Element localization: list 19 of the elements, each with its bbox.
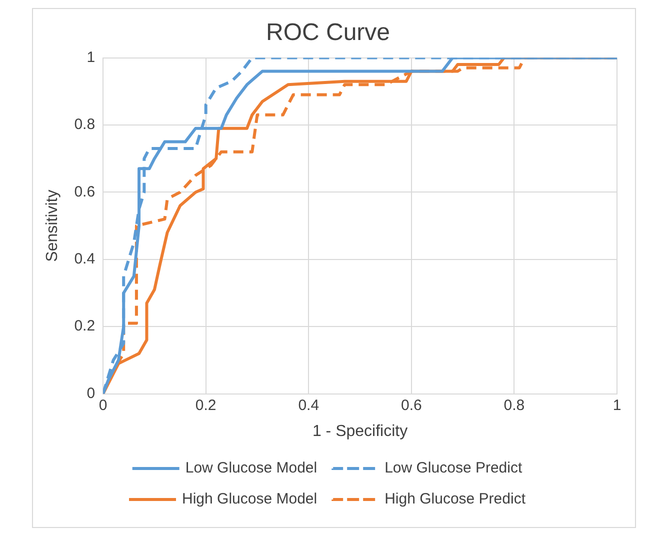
legend-label: High Glucose Model — [182, 490, 318, 508]
y-tick-label: 0 — [86, 384, 96, 402]
legend-label: High Glucose Predict — [384, 490, 526, 508]
y-tick-label: 0.8 — [74, 116, 96, 134]
y-tick-label: 0.4 — [74, 250, 96, 268]
legend-label: Low Glucose Predict — [384, 460, 523, 477]
y-axis-title: Sensitivity — [44, 190, 62, 262]
x-tick-label: 0.2 — [195, 396, 216, 414]
y-tick-label: 0.6 — [74, 183, 96, 200]
x-tick-label: 0 — [98, 396, 108, 414]
y-tick-label: 1 — [86, 48, 96, 66]
x-tick-label: 1 — [612, 396, 622, 414]
legend-label: Low Glucose Model — [185, 460, 318, 477]
x-tick-label: 0.6 — [400, 396, 422, 414]
x-tick-label: 0.8 — [504, 396, 525, 414]
chart-title: ROC Curve — [266, 19, 390, 46]
x-axis-title: 1 - Specificity — [312, 422, 408, 440]
y-tick-label: 0.2 — [74, 318, 96, 335]
x-tick-label: 0.4 — [298, 396, 320, 414]
